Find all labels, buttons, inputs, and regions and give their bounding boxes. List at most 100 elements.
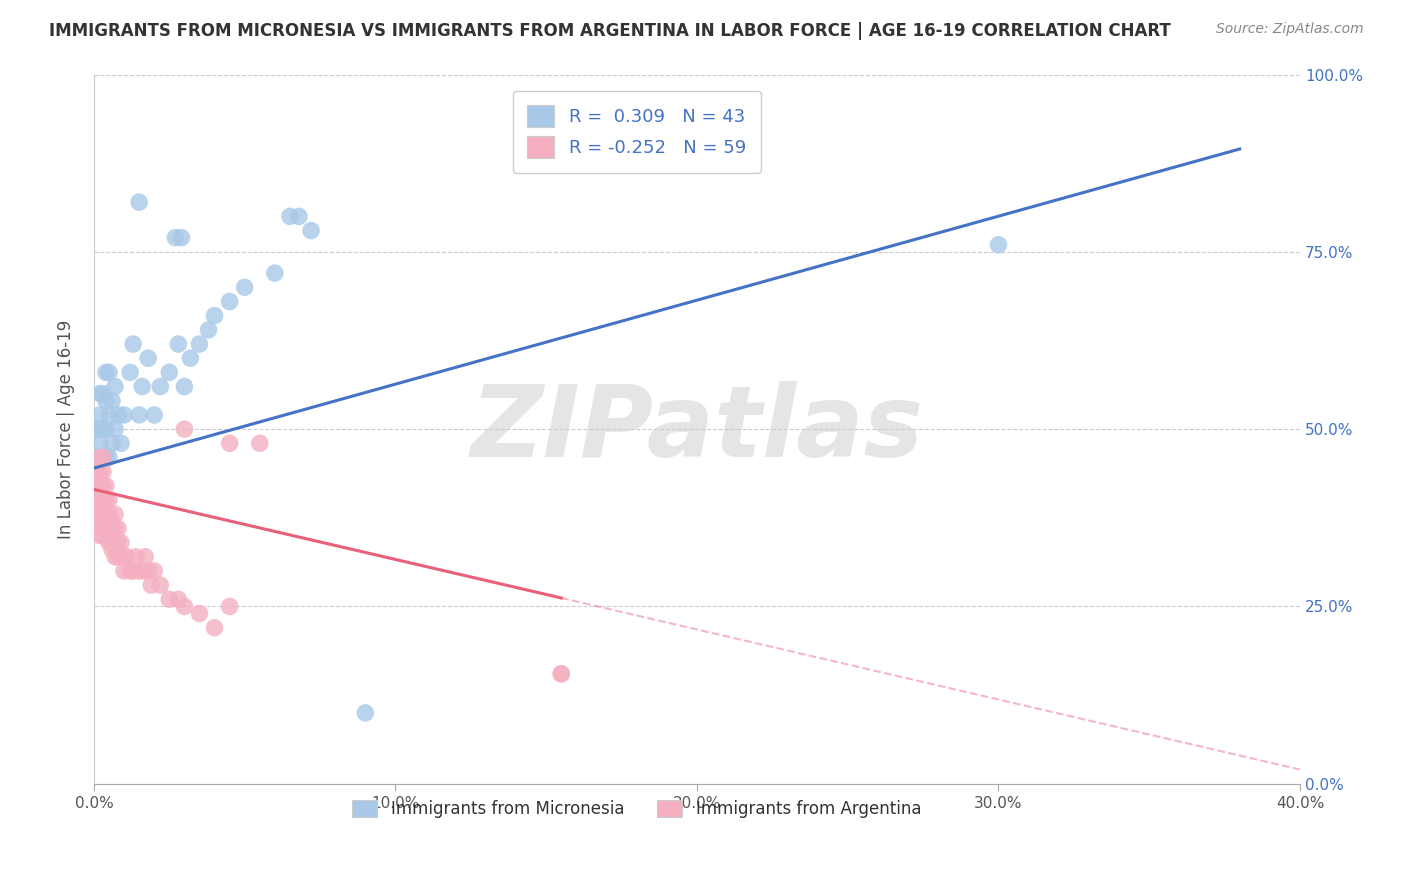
- Point: [149, 379, 172, 393]
- Legend: Immigrants from Micronesia, Immigrants from Argentina: Immigrants from Micronesia, Immigrants f…: [346, 794, 928, 825]
- Point: [89, 386, 111, 401]
- Point: [98, 493, 121, 508]
- Point: [131, 564, 153, 578]
- Point: [167, 337, 190, 351]
- Point: [94, 393, 117, 408]
- Y-axis label: In Labor Force | Age 16-19: In Labor Force | Age 16-19: [58, 319, 75, 539]
- Point: [89, 507, 111, 521]
- Point: [98, 450, 121, 465]
- Point: [987, 237, 1010, 252]
- Text: Source: ZipAtlas.com: Source: ZipAtlas.com: [1216, 22, 1364, 37]
- Point: [91, 465, 114, 479]
- Point: [110, 436, 132, 450]
- Point: [278, 210, 301, 224]
- Point: [288, 210, 311, 224]
- Point: [91, 493, 114, 508]
- Point: [157, 365, 180, 379]
- Point: [128, 195, 150, 210]
- Point: [167, 592, 190, 607]
- Point: [112, 549, 135, 564]
- Point: [249, 436, 271, 450]
- Point: [354, 706, 377, 720]
- Point: [89, 408, 111, 422]
- Point: [112, 408, 135, 422]
- Point: [98, 365, 121, 379]
- Point: [89, 465, 111, 479]
- Point: [101, 542, 124, 557]
- Point: [91, 450, 114, 465]
- Point: [128, 408, 150, 422]
- Point: [89, 450, 111, 465]
- Point: [104, 549, 127, 564]
- Point: [98, 535, 121, 549]
- Point: [86, 493, 108, 508]
- Point: [218, 436, 240, 450]
- Text: IMMIGRANTS FROM MICRONESIA VS IMMIGRANTS FROM ARGENTINA IN LABOR FORCE | AGE 16-: IMMIGRANTS FROM MICRONESIA VS IMMIGRANTS…: [49, 22, 1171, 40]
- Point: [136, 351, 159, 366]
- Point: [101, 528, 124, 542]
- Point: [204, 621, 226, 635]
- Point: [165, 230, 187, 244]
- Point: [94, 507, 117, 521]
- Point: [107, 408, 129, 422]
- Point: [131, 379, 153, 393]
- Point: [94, 528, 117, 542]
- Point: [134, 549, 156, 564]
- Point: [110, 549, 132, 564]
- Point: [263, 266, 285, 280]
- Point: [86, 465, 108, 479]
- Point: [94, 422, 117, 436]
- Point: [149, 578, 172, 592]
- Point: [91, 422, 114, 436]
- Point: [173, 379, 195, 393]
- Point: [89, 479, 111, 493]
- Point: [143, 564, 166, 578]
- Point: [101, 436, 124, 450]
- Point: [170, 230, 193, 244]
- Point: [86, 479, 108, 493]
- Point: [107, 549, 129, 564]
- Point: [188, 337, 211, 351]
- Point: [173, 599, 195, 614]
- Text: ZIPatlas: ZIPatlas: [471, 381, 924, 477]
- Point: [141, 578, 163, 592]
- Point: [128, 564, 150, 578]
- Point: [98, 408, 121, 422]
- Point: [120, 564, 142, 578]
- Point: [136, 564, 159, 578]
- Point: [86, 422, 108, 436]
- Point: [101, 393, 124, 408]
- Point: [107, 535, 129, 549]
- Point: [104, 521, 127, 535]
- Point: [233, 280, 256, 294]
- Point: [91, 507, 114, 521]
- Point: [299, 223, 322, 237]
- Point: [98, 507, 121, 521]
- Point: [218, 599, 240, 614]
- Point: [122, 337, 145, 351]
- Point: [104, 507, 127, 521]
- Point: [218, 294, 240, 309]
- Point: [104, 379, 127, 393]
- Point: [89, 528, 111, 542]
- Point: [550, 666, 572, 681]
- Point: [89, 422, 111, 436]
- Point: [550, 666, 572, 681]
- Point: [89, 493, 111, 508]
- Point: [94, 479, 117, 493]
- Point: [86, 507, 108, 521]
- Point: [104, 535, 127, 549]
- Point: [197, 323, 219, 337]
- Point: [188, 607, 211, 621]
- Point: [98, 521, 121, 535]
- Point: [122, 564, 145, 578]
- Point: [107, 521, 129, 535]
- Point: [94, 365, 117, 379]
- Point: [94, 521, 117, 535]
- Point: [91, 528, 114, 542]
- Point: [94, 493, 117, 508]
- Point: [91, 521, 114, 535]
- Point: [91, 450, 114, 465]
- Point: [101, 514, 124, 528]
- Point: [89, 521, 111, 535]
